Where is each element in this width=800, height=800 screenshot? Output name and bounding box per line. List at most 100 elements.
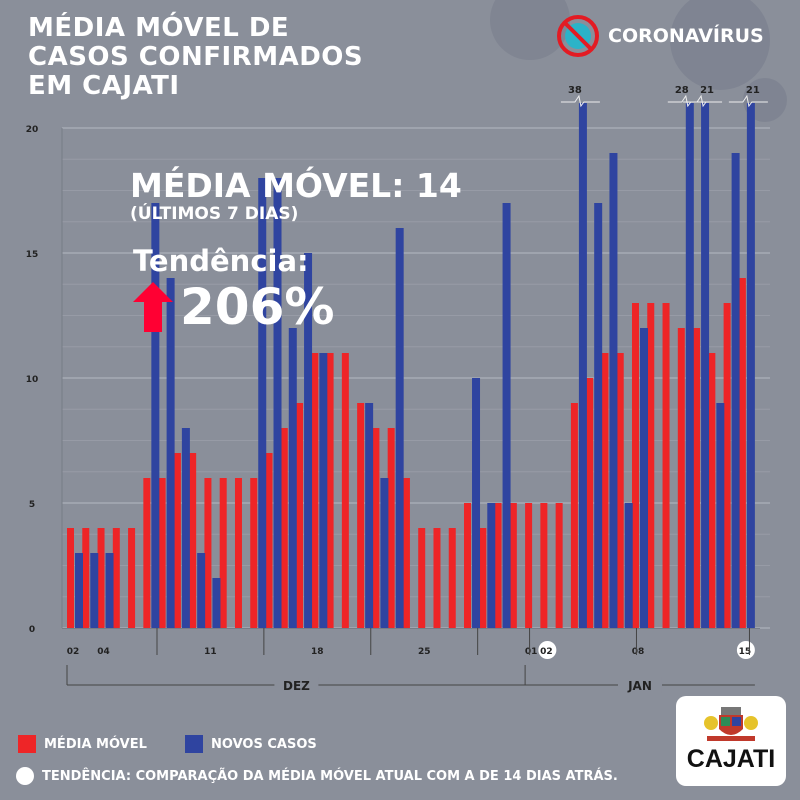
bar-value-label: 21 [700, 85, 714, 96]
novos-casos-bar [105, 553, 114, 628]
title-line: EM CAJATI [28, 71, 180, 101]
legend-swatch-blue [185, 735, 203, 753]
legend-note-text: TENDÊNCIA: COMPARAÇÃO DA MÉDIA MÓVEL ATU… [42, 768, 618, 784]
media-movel-bar [204, 478, 212, 628]
x-tick-label: 04 [97, 647, 110, 657]
axis-break-mark [560, 94, 600, 108]
media-movel-bar [173, 453, 181, 628]
logo-text: CAJATI [686, 745, 776, 773]
novos-casos-bar [151, 203, 160, 628]
novos-casos-bar [319, 353, 328, 628]
novos-casos-bar [365, 403, 374, 628]
media-movel-bar [265, 453, 273, 628]
media-movel-bar [372, 428, 380, 628]
novos-casos-bar [304, 253, 313, 628]
novos-casos-bar [639, 328, 648, 628]
media-movel-bar [387, 428, 395, 628]
novos-casos-bar [609, 153, 618, 628]
media-movel-bar [67, 528, 74, 628]
novos-casos-bar [75, 553, 83, 628]
novos-casos-bar [624, 503, 633, 628]
novos-casos-bar [578, 103, 587, 628]
media-movel-bar [555, 503, 563, 628]
media-movel-bar [112, 528, 120, 628]
title-line: CASOS CONFIRMADOS [28, 42, 364, 72]
axis-break-mark [728, 94, 768, 108]
y-tick-label: 10 [26, 375, 39, 385]
novos-casos-bar [273, 178, 282, 628]
coat-of-arms-icon [704, 707, 758, 741]
media-movel-bar [738, 278, 746, 628]
title-line: MÉDIA MÓVEL DE [28, 13, 290, 43]
novos-casos-bar [746, 103, 755, 628]
media-movel-bar [82, 528, 90, 628]
media-movel-bar [586, 378, 594, 628]
brand-text: CORONAVÍRUS [608, 25, 764, 47]
bar-value-label: 21 [746, 85, 760, 96]
novos-casos-bar [90, 553, 99, 628]
bar-value-label: 28 [675, 85, 689, 96]
month-label: DEZ [283, 679, 310, 693]
media-movel-bar [250, 478, 258, 628]
novos-casos-bar [197, 553, 206, 628]
media-movel-bar [479, 528, 487, 628]
media-movel-bar [494, 503, 502, 628]
media-movel-bar [311, 353, 319, 628]
media-movel-bar [662, 303, 670, 628]
media-movel-bar [128, 528, 136, 628]
media-movel-bar [433, 528, 441, 628]
highlight-circle [736, 641, 755, 659]
media-movel-bar [601, 353, 609, 628]
media-movel-bar [708, 353, 716, 628]
media-movel-bar [280, 428, 288, 628]
novos-casos-bar [288, 328, 297, 628]
novos-casos-bar [594, 203, 603, 628]
media-movel-bar [219, 478, 227, 628]
media-movel-bar [464, 503, 472, 628]
media-movel-subtitle: (ÚLTIMOS 7 DIAS) [130, 204, 299, 224]
y-tick-label: 15 [26, 250, 39, 260]
novos-casos-bar [166, 278, 175, 628]
x-tick-label: 18 [311, 647, 324, 657]
page-title: MÉDIA MÓVEL DE CASOS CONFIRMADOS EM CAJA… [28, 14, 388, 101]
media-movel-summary: MÉDIA MÓVEL: 14 (ÚLTIMOS 7 DIAS) [130, 166, 462, 225]
media-movel-bar [448, 528, 456, 628]
x-tick-label: 25 [418, 647, 431, 657]
media-movel-bar [326, 353, 334, 628]
y-tick-label: 0 [29, 625, 35, 635]
novos-casos-bar [716, 403, 725, 628]
media-movel-bar [616, 353, 624, 628]
media-movel-bar [357, 403, 365, 628]
circle-icon [16, 767, 34, 785]
media-movel-bar [341, 353, 349, 628]
x-tick-label: 08 [632, 647, 645, 657]
media-movel-value: MÉDIA MÓVEL: 14 [130, 166, 462, 205]
legend-novos-casos: NOVOS CASOS [185, 735, 317, 753]
x-tick-label: 11 [204, 647, 217, 657]
media-movel-bar [189, 453, 197, 628]
no-virus-icon [557, 15, 599, 57]
coronavirus-brand: CORONAVÍRUS [556, 14, 764, 58]
media-movel-bar [570, 403, 578, 628]
month-label: JAN [627, 679, 652, 693]
media-movel-bar [402, 478, 410, 628]
month-label-bg [274, 677, 319, 693]
media-movel-bar [234, 478, 242, 628]
x-tick-label: 02 [540, 647, 553, 657]
novos-casos-bar [701, 103, 710, 628]
media-movel-bar [723, 303, 731, 628]
media-movel-bar [143, 478, 151, 628]
x-tick-label: 02 [67, 647, 80, 657]
bar-value-label: 38 [568, 85, 582, 96]
media-movel-bar [158, 478, 166, 628]
legend-label: MÉDIA MÓVEL [44, 736, 147, 752]
media-movel-bar [525, 503, 533, 628]
cajati-logo: CAJATI [676, 696, 786, 786]
novos-casos-bar [487, 503, 496, 628]
y-tick-label: 20 [26, 125, 39, 135]
media-movel-bar [631, 303, 639, 628]
x-tick-label: 15 [739, 647, 752, 657]
highlight-circle [538, 641, 557, 659]
novos-casos-bar [212, 578, 221, 628]
